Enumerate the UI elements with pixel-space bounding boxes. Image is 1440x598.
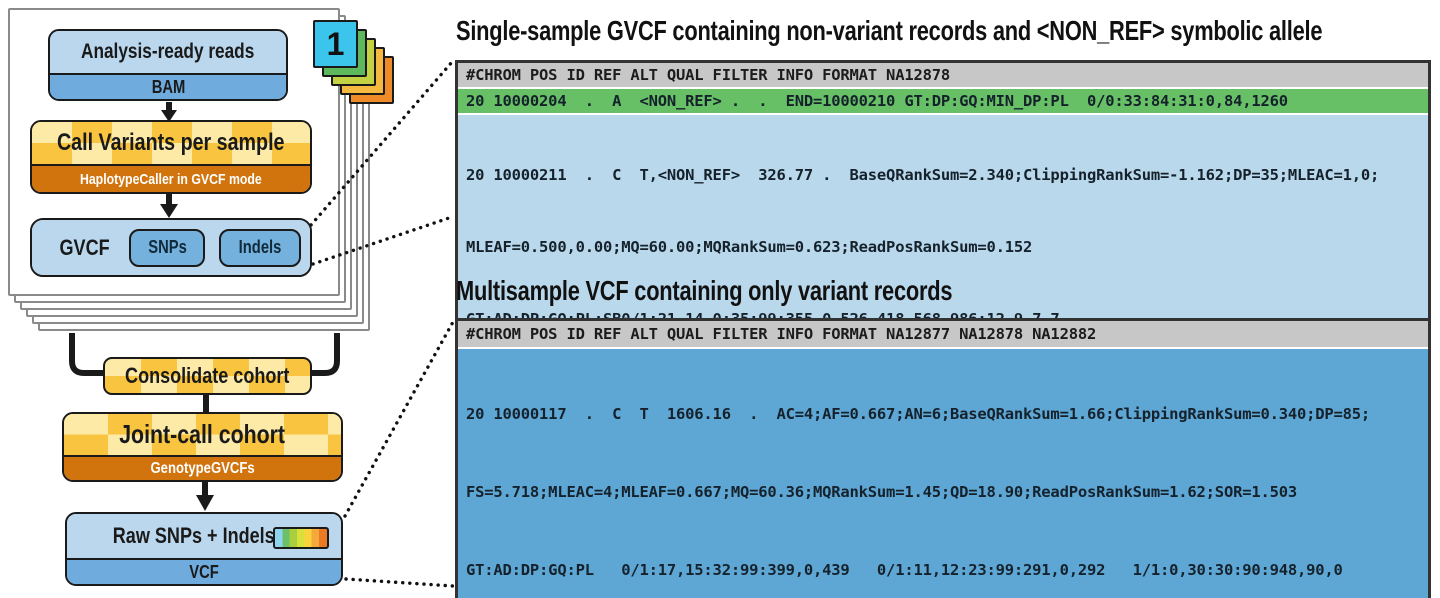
record-line: GT:AD:DP:GQ:PL 0/1:17,15:32:99:399,0,439… — [466, 561, 1343, 579]
record-line: MLEAF=0.500,0.00;MQ=60.00;MQRankSum=0.62… — [466, 238, 1033, 256]
record-line: FS=5.718;MLEAC=4;MLEAF=0.667;MQ=60.36;MQ… — [466, 483, 1297, 501]
gvcf-box: GVCF SNPs Indels — [30, 218, 312, 277]
bracket-right — [312, 333, 340, 376]
haplotypecaller-label: HaplotypeCaller in GVCF mode — [80, 171, 262, 188]
joint-call-box: Joint-call cohort GenotypeGVCFs — [62, 412, 343, 482]
record-line: 20 10000211 . C T,<NON_REF> 326.77 . Bas… — [466, 166, 1380, 184]
indels-pill-label: Indels — [238, 237, 282, 257]
consolidate-title: Consolidate cohort — [125, 363, 290, 388]
indels-pill: Indels — [219, 228, 302, 267]
vcf-records-panel: #CHROM POS ID REF ALT QUAL FILTER INFO F… — [455, 318, 1431, 598]
bam-format-label: BAM — [151, 77, 185, 97]
consolidate-box: Consolidate cohort — [103, 357, 312, 395]
genotypegvcfs-label: GenotypeGVCFs — [150, 460, 255, 477]
gvcf-panel-title: Single-sample GVCF containing non-varian… — [456, 15, 1323, 46]
arrowhead-3 — [196, 495, 214, 511]
reads-box-title: Analysis-ready reads — [81, 40, 255, 63]
rainbow-legend-icon — [273, 527, 329, 549]
sample-number: 1 — [326, 25, 345, 62]
callout-vcf-bottom — [344, 577, 455, 588]
gvcf-header-row: #CHROM POS ID REF ALT QUAL FILTER INFO F… — [458, 63, 1428, 87]
vcf-record-1: 20 10000117 . C T 1606.16 . AC=4;AF=0.66… — [458, 349, 1428, 598]
vcf-panel-title: Multisample VCF containing only variant … — [456, 275, 953, 306]
sample-card-1: 1 — [313, 20, 358, 68]
snps-pill-label: SNPs — [147, 237, 187, 257]
call-variants-box: Call Variants per sample HaplotypeCaller… — [30, 120, 312, 194]
raw-output-title: Raw SNPs + Indels — [112, 523, 275, 548]
gvcf-record-nonvariant-1: 20 10000204 . A <NON_REF> . . END=100002… — [458, 89, 1428, 113]
bracket-left — [69, 333, 103, 376]
reads-box: Analysis-ready reads BAM — [48, 29, 288, 101]
call-variants-title: Call Variants per sample — [57, 129, 285, 156]
record-line: 20 10000117 . C T 1606.16 . AC=4;AF=0.66… — [466, 405, 1371, 423]
callout-vcf-top — [343, 320, 455, 518]
vcf-format-label: VCF — [189, 562, 219, 582]
gvcf-format-label: GVCF — [59, 234, 110, 260]
raw-output-box: Raw SNPs + Indels VCF — [65, 512, 343, 586]
snps-pill: SNPs — [129, 228, 206, 267]
joint-call-title: Joint-call cohort — [119, 419, 286, 449]
vcf-header-row: #CHROM POS ID REF ALT QUAL FILTER INFO F… — [458, 321, 1428, 347]
